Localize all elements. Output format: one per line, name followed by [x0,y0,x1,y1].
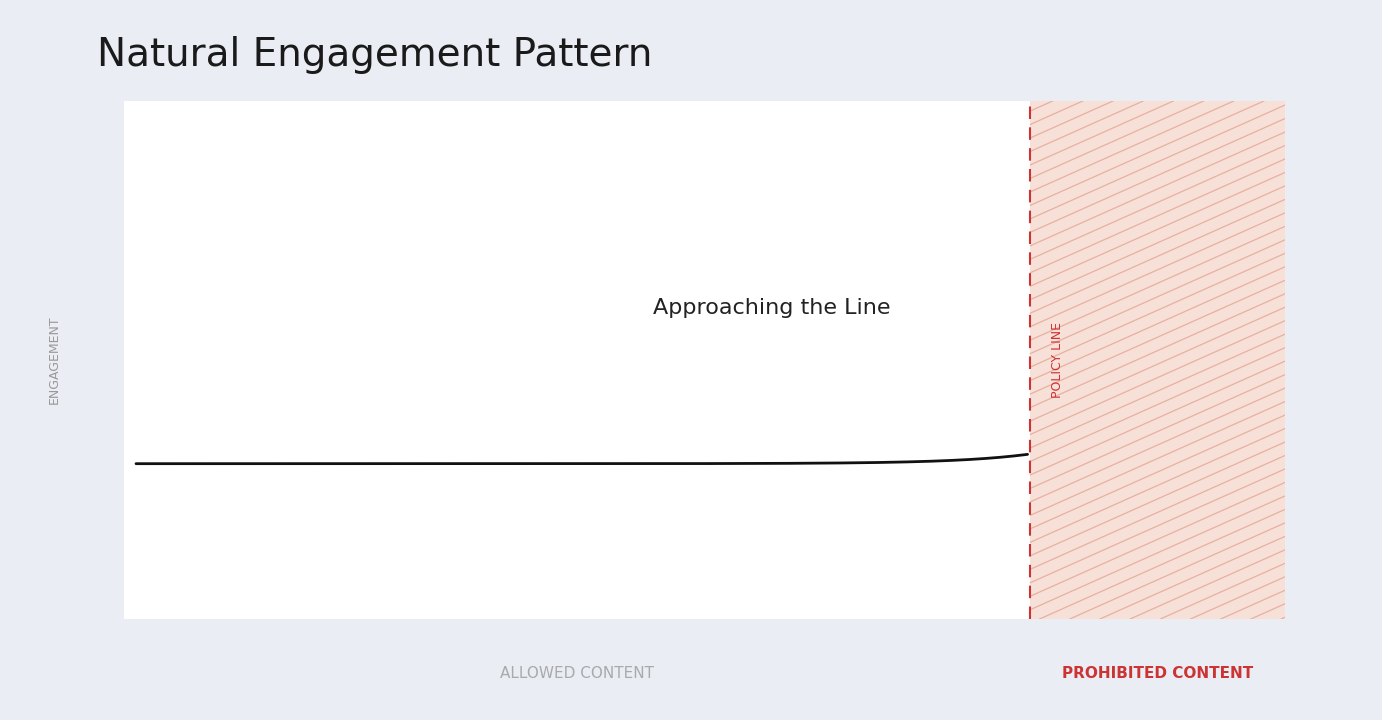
Text: POLICY LINE: POLICY LINE [1050,322,1064,398]
Text: Approaching the Line: Approaching the Line [652,298,890,318]
Text: ALLOWED CONTENT: ALLOWED CONTENT [500,666,654,681]
Text: PROHIBITED CONTENT: PROHIBITED CONTENT [1061,666,1253,681]
Text: Natural Engagement Pattern: Natural Engagement Pattern [97,36,652,74]
Bar [1030,101,1285,619]
Text: ENGAGEMENT: ENGAGEMENT [48,315,61,405]
